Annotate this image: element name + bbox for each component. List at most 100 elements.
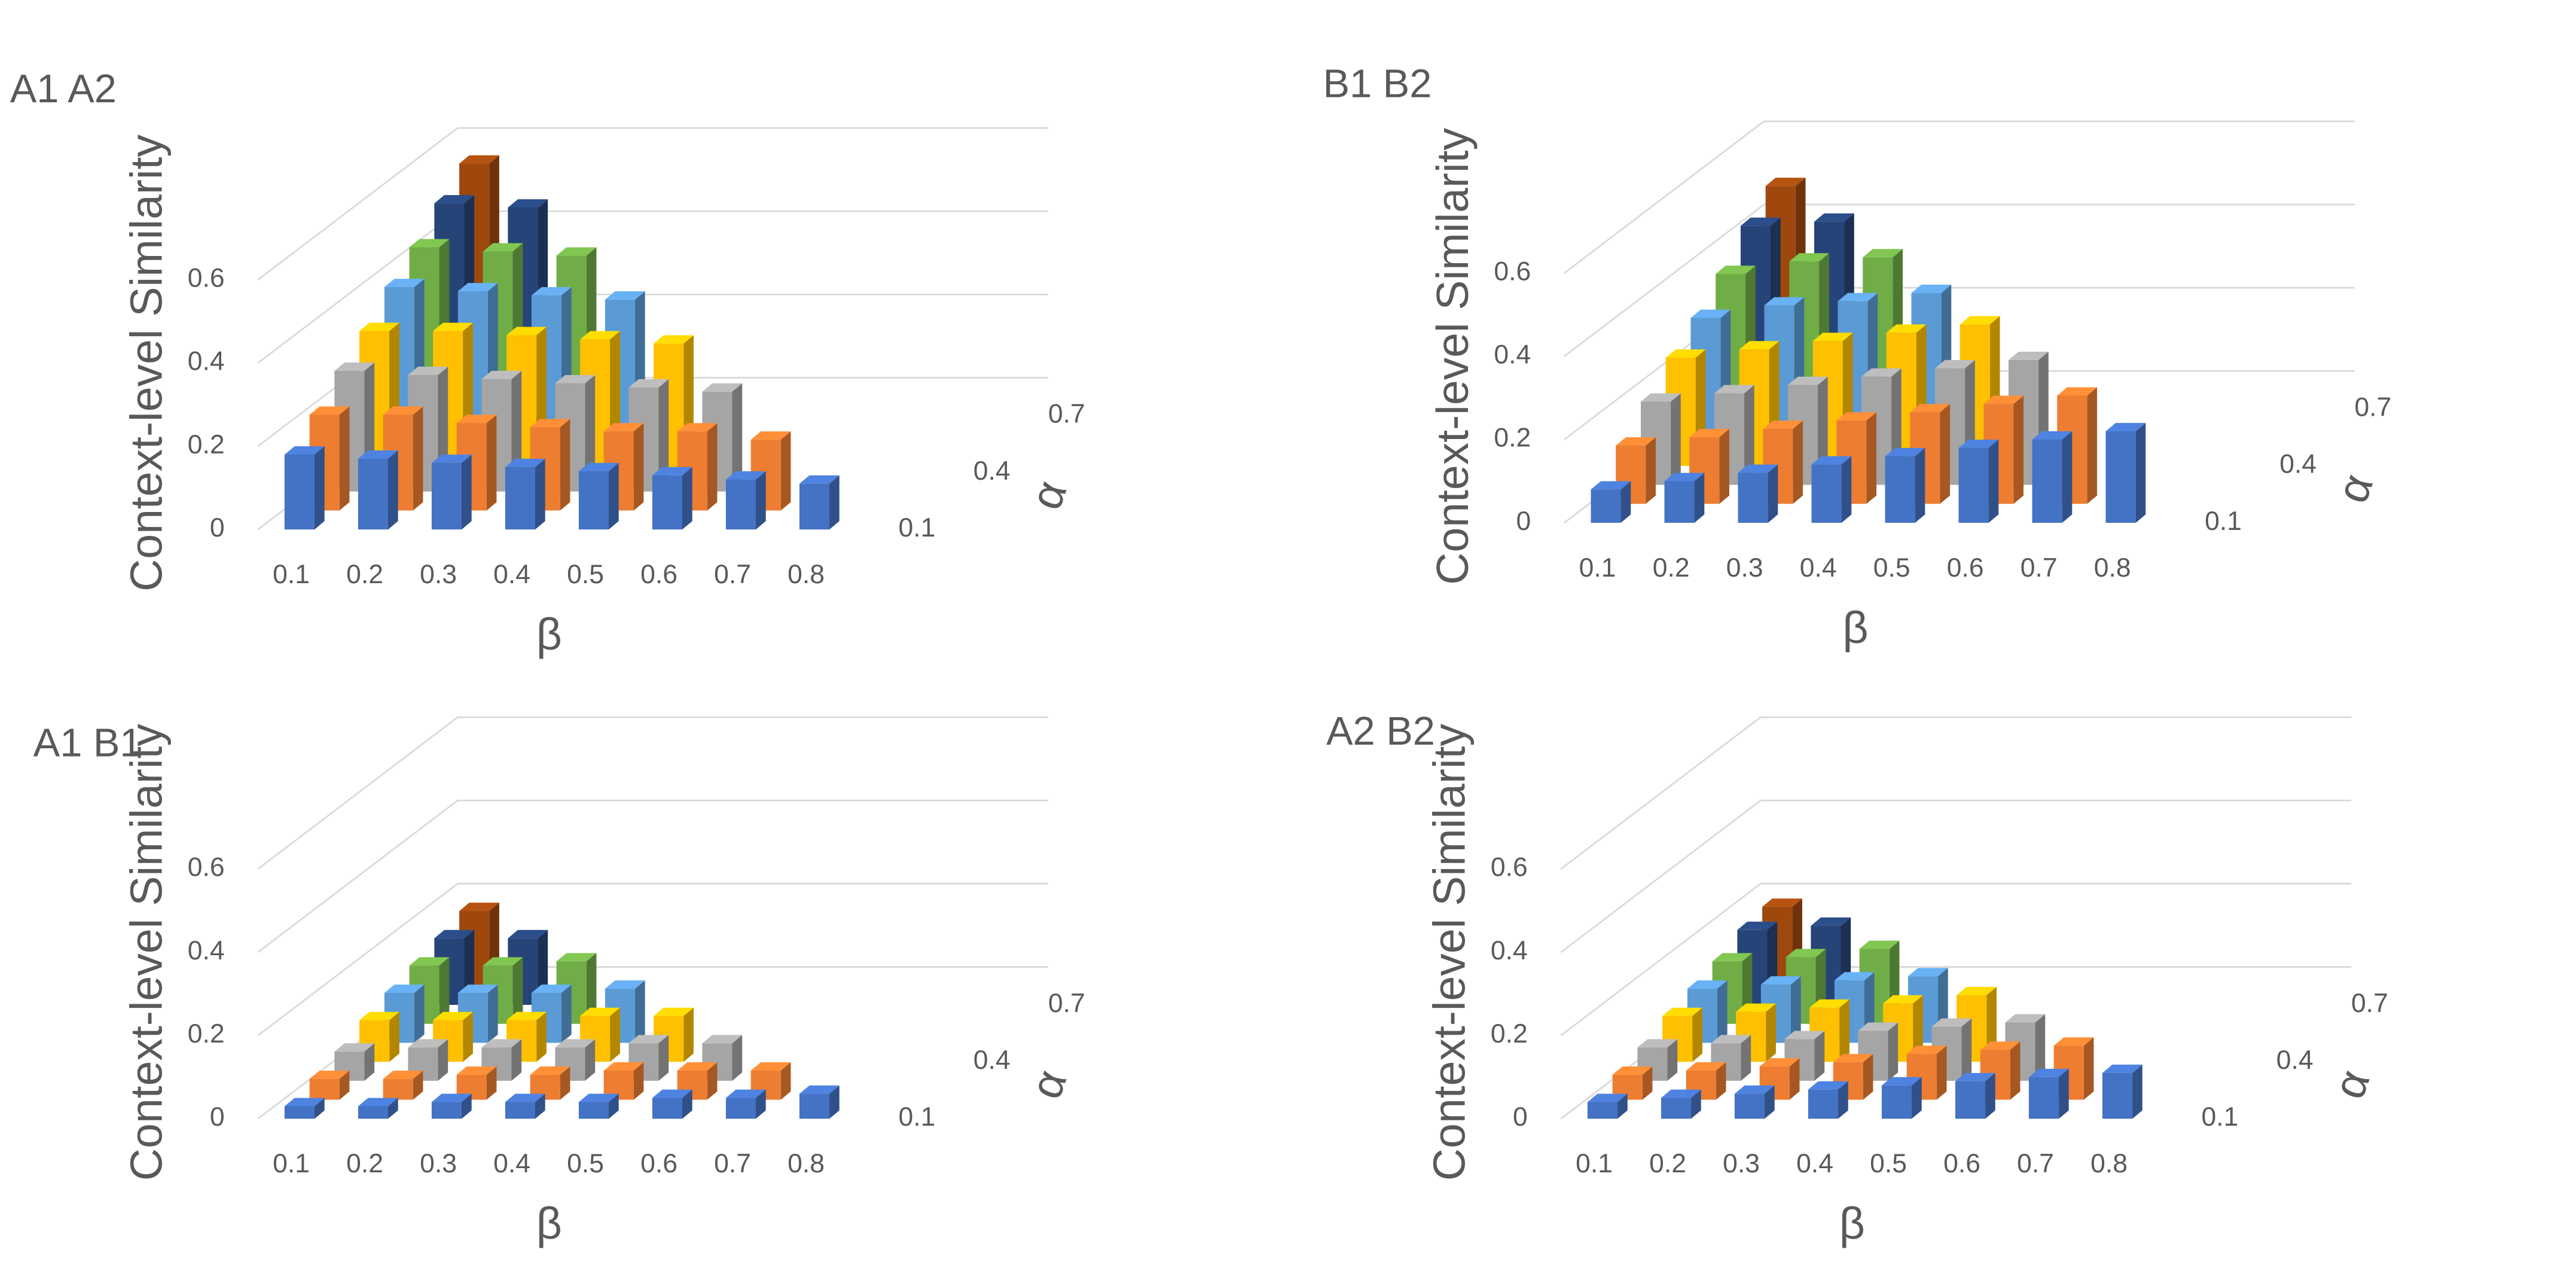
z-axis-title: α <box>1020 1063 1076 1105</box>
bar-side <box>463 1011 473 1062</box>
bar-top <box>309 406 350 415</box>
bar-side <box>633 1062 644 1100</box>
bar-side <box>2010 1041 2020 1100</box>
bar-top <box>334 1043 375 1052</box>
bar-side <box>1691 1089 1701 1119</box>
bar-top <box>2028 1068 2069 1077</box>
x-tick-label: 0.5 <box>567 1149 604 1178</box>
depth-tick-label: 0.4 <box>973 456 1011 486</box>
bar-side <box>2132 1064 2142 1119</box>
bar-top <box>530 419 570 428</box>
bar-top <box>531 287 572 295</box>
x-tick-label: 0.1 <box>273 1149 310 1178</box>
bar-top <box>1789 253 1830 262</box>
bar-top <box>1858 1022 1899 1031</box>
bar-side <box>756 1089 766 1119</box>
depth-tick-label: 0.7 <box>2351 989 2388 1018</box>
bar-top <box>1765 178 1806 187</box>
bar-top <box>1661 1089 1701 1098</box>
bar-top <box>799 475 840 484</box>
bar-top <box>628 379 669 388</box>
bar-side <box>1863 1054 1873 1100</box>
x-tick-label: 0.7 <box>2020 553 2058 583</box>
bar-top <box>750 1062 791 1071</box>
bar-side <box>1766 1003 1776 1062</box>
x-tick-label: 0.6 <box>640 1149 677 1178</box>
bar-side <box>561 985 572 1043</box>
bar-side <box>658 379 669 492</box>
side-grid-line <box>257 127 459 281</box>
bar-top <box>2053 1037 2094 1046</box>
y-tick-label: 0.6 <box>1494 257 1531 286</box>
bar-top <box>603 1062 644 1071</box>
bar-top <box>457 283 498 291</box>
bar-top <box>1833 1054 1873 1063</box>
bar-top <box>506 327 547 336</box>
bar-side <box>610 1007 620 1062</box>
bar-side <box>1719 429 1730 504</box>
bar-top <box>433 322 473 331</box>
bar-side <box>1671 393 1681 485</box>
bar-top <box>555 1039 596 1048</box>
bar-top <box>1883 995 1923 1004</box>
y-tick-label: 0.4 <box>1494 340 1531 370</box>
bar-side <box>413 406 423 511</box>
y-tick-label: 0.6 <box>1491 853 1528 882</box>
bar-top <box>409 239 450 248</box>
bar-top <box>383 406 423 415</box>
bar-side <box>633 423 644 511</box>
bar-top <box>1687 980 1727 989</box>
x-tick-label: 0.2 <box>346 1149 383 1178</box>
bar <box>725 1098 756 1119</box>
bar-side <box>1791 976 1801 1043</box>
bar <box>1661 1098 1692 1119</box>
bar-top <box>1736 1003 1776 1012</box>
bar-top <box>750 431 791 440</box>
bar-side <box>1768 464 1778 523</box>
bar-top <box>702 1035 743 1044</box>
bar-top <box>483 243 523 252</box>
y-axis-title: Context-level Similarity <box>1424 724 1474 1181</box>
y-tick-label: 0.2 <box>188 1019 225 1049</box>
bar-side <box>461 454 472 530</box>
bar-top <box>431 454 472 463</box>
x-tick-label: 0.5 <box>1873 553 1910 583</box>
bar-side <box>1985 1072 1995 1119</box>
bar-top <box>530 1066 570 1075</box>
bar-side <box>414 985 425 1043</box>
bar-side <box>2083 1037 2094 1100</box>
bar-side <box>1814 1031 1825 1081</box>
x-tick-label: 0.6 <box>640 560 677 589</box>
bar-top <box>654 1007 694 1016</box>
bar <box>1881 1085 1912 1119</box>
bar-top <box>481 371 522 379</box>
side-grid-line <box>1560 883 1762 1037</box>
depth-tick-label: 0.7 <box>1048 989 1085 1018</box>
bar-side <box>560 1066 570 1100</box>
bar-side <box>2087 387 2098 504</box>
bar-side <box>1888 1022 1899 1081</box>
bar-top <box>556 247 597 256</box>
y-tick-label: 0 <box>210 1102 225 1132</box>
bar-top <box>580 331 620 340</box>
bar-top <box>578 462 619 471</box>
side-grid-line <box>257 883 459 1037</box>
x-tick-label: 0.8 <box>2090 1149 2128 1178</box>
x-tick-label: 0.2 <box>1649 1149 1686 1178</box>
bar-side <box>2013 395 2024 504</box>
bar-side <box>1620 481 1631 523</box>
x-axis-title: β <box>536 609 562 659</box>
bar <box>431 462 462 530</box>
bar-top <box>1955 1072 1995 1081</box>
x-tick-label: 0.8 <box>788 560 825 589</box>
bar-side <box>683 1007 694 1062</box>
bar-top <box>1863 249 1903 258</box>
bar-side <box>586 953 597 1024</box>
y-axis-title: Context-level Similarity <box>121 134 171 591</box>
bar-top <box>799 1085 840 1094</box>
bar-top <box>628 1035 669 1044</box>
bar-top <box>456 1066 497 1075</box>
x-tick-label: 0.1 <box>273 560 310 589</box>
